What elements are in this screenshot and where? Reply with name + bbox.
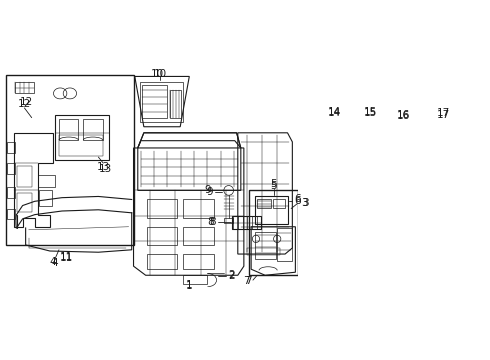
Bar (6, 75, 134, 245)
Text: 7: 7 (244, 276, 250, 286)
Bar (170, 90, 181, 118)
Text: 5: 5 (270, 179, 277, 189)
Bar (324, 124, 345, 137)
Bar (59, 119, 78, 140)
Bar (183, 275, 207, 284)
Text: 4: 4 (49, 257, 56, 267)
Text: 13: 13 (99, 164, 112, 174)
Bar (224, 218, 233, 222)
Bar (361, 127, 381, 141)
Bar (147, 254, 177, 269)
Text: 9: 9 (204, 185, 211, 195)
Bar (17, 193, 32, 212)
Bar (255, 231, 276, 259)
Text: 16: 16 (397, 112, 411, 121)
Text: 4: 4 (51, 258, 58, 268)
Text: 12: 12 (20, 98, 33, 108)
Bar (39, 190, 52, 206)
Bar (247, 248, 280, 255)
Bar (7, 142, 15, 153)
Bar (38, 175, 55, 187)
Text: 11: 11 (60, 253, 74, 263)
Bar (273, 199, 285, 208)
Text: 3: 3 (302, 198, 309, 207)
Bar (147, 227, 177, 245)
Text: 2: 2 (228, 271, 235, 282)
Text: 12: 12 (18, 99, 31, 109)
Text: 5: 5 (270, 181, 277, 190)
Bar (7, 187, 15, 198)
Bar (142, 85, 168, 118)
Text: 15: 15 (364, 108, 377, 118)
Text: 14: 14 (327, 107, 341, 117)
Text: 2: 2 (228, 270, 235, 280)
Text: 10: 10 (154, 69, 167, 79)
Bar (232, 216, 261, 229)
Text: 11: 11 (60, 252, 74, 262)
Bar (147, 199, 177, 218)
Bar (7, 163, 15, 174)
Text: 14: 14 (327, 108, 341, 118)
Text: 17: 17 (437, 108, 450, 118)
Bar (255, 197, 288, 224)
Bar (183, 227, 214, 245)
Text: 1: 1 (186, 281, 193, 291)
Bar (7, 208, 15, 220)
Bar (183, 254, 214, 269)
Bar (55, 114, 109, 160)
Bar (83, 119, 102, 140)
Text: 17: 17 (437, 110, 450, 120)
Bar (15, 82, 34, 93)
Text: 8: 8 (207, 217, 214, 227)
Bar (361, 143, 381, 158)
Bar (17, 166, 32, 187)
Text: 13: 13 (97, 162, 110, 172)
Bar (183, 199, 214, 218)
Bar (257, 199, 270, 208)
Bar (395, 151, 413, 163)
Text: 9: 9 (207, 186, 213, 197)
Bar (140, 82, 183, 122)
Text: 6: 6 (294, 196, 300, 206)
Bar (249, 190, 298, 275)
Bar (59, 135, 102, 156)
Bar (277, 228, 293, 261)
Text: 1: 1 (186, 280, 193, 290)
Text: 10: 10 (151, 69, 164, 79)
Text: 15: 15 (364, 107, 377, 117)
Text: 8: 8 (209, 217, 216, 227)
Text: 7: 7 (245, 276, 252, 286)
Text: 6: 6 (294, 194, 300, 204)
Text: 3: 3 (301, 198, 308, 207)
Text: 16: 16 (397, 110, 411, 120)
